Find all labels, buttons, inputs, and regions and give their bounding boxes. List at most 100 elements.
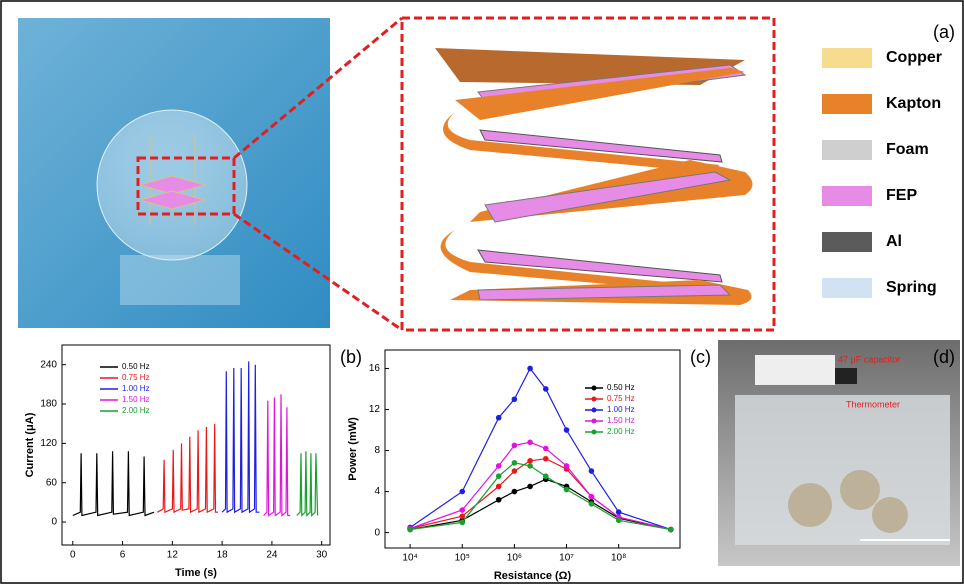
legend-label: Al (886, 233, 902, 250)
data-point (512, 396, 518, 402)
splash (120, 255, 240, 305)
legend-swatch (822, 48, 872, 68)
y-tick-label: 0 (51, 517, 57, 528)
page: CopperKaptonFoamFEPAlSpring (a) (b) (c) … (0, 0, 964, 584)
x-axis-label: Time (s) (175, 567, 217, 579)
y-tick-label: 4 (374, 486, 380, 497)
legend-label: Copper (886, 49, 942, 66)
data-point (564, 487, 570, 493)
y-tick-label: 8 (374, 445, 380, 456)
x-tick-label: 10⁵ (455, 553, 470, 564)
x-tick-label: 24 (266, 550, 278, 561)
data-point (543, 446, 549, 452)
panel-label: (a) (933, 22, 955, 42)
legend-label: FEP (886, 187, 917, 204)
legend-label: Spring (886, 279, 937, 296)
water-tank (735, 395, 950, 545)
data-point (512, 468, 518, 474)
legend-label: 1.00 Hz (122, 384, 150, 393)
data-point (589, 501, 595, 507)
data-point (512, 443, 518, 449)
data-point (527, 463, 533, 469)
y-tick-label: 180 (40, 399, 57, 410)
legend-swatch (822, 94, 872, 114)
data-point (589, 468, 595, 474)
layered-structure (435, 48, 753, 305)
legend-label: 1.50 Hz (607, 416, 635, 425)
y-tick-label: 60 (46, 477, 58, 488)
legend-label: 2.00 Hz (607, 427, 635, 436)
data-point (543, 473, 549, 479)
legend-swatch (822, 278, 872, 298)
y-tick-label: 16 (369, 363, 381, 374)
series-line (297, 451, 318, 515)
y-tick-label: 0 (374, 527, 380, 538)
legend-swatch (822, 186, 872, 206)
y-axis-label: Current (μA) (24, 412, 36, 477)
data-point (496, 463, 502, 469)
data-point (564, 463, 570, 469)
material-legend: Copper Kapton Foam FEP Al Spring (822, 48, 942, 298)
data-point (496, 484, 502, 490)
series-line (73, 451, 154, 515)
data-point (527, 366, 533, 372)
panel-label: (d) (933, 347, 955, 367)
data-point (496, 497, 502, 503)
panel-label: (c) (690, 347, 711, 367)
legend-label: Kapton (886, 95, 941, 112)
legend-label: Foam (886, 141, 929, 158)
legend-label: 0.50 Hz (122, 362, 150, 371)
photo-annotation: Thermometer (846, 399, 900, 409)
legend-marker (592, 386, 597, 391)
sphere (788, 483, 832, 527)
y-tick-label: 120 (40, 438, 57, 449)
thermometer-device (835, 368, 857, 384)
data-point (512, 489, 518, 495)
data-point (496, 473, 502, 479)
panel-label: (b) (340, 347, 362, 367)
data-point (527, 458, 533, 464)
legend-label: 0.75 Hz (607, 394, 635, 403)
x-tick-label: 18 (217, 550, 229, 561)
legend-swatch (822, 140, 872, 160)
legend-marker (592, 397, 597, 402)
sphere (840, 470, 880, 510)
series-line (264, 394, 291, 515)
y-axis-label: Power (mW) (347, 417, 359, 481)
legend-marker (592, 408, 597, 413)
data-point (407, 527, 413, 533)
legend-label: 0.50 Hz (607, 383, 635, 392)
legend-label: 2.00 Hz (122, 406, 150, 415)
breadboard (755, 355, 835, 385)
data-point (616, 518, 622, 524)
x-axis-label: Resistance (Ω) (494, 570, 572, 582)
data-point (512, 460, 518, 466)
figure: CopperKaptonFoamFEPAlSpring (a) (b) (c) … (0, 0, 964, 584)
legend-swatch (822, 232, 872, 252)
photo-annotation: 47 μF capacitor (838, 354, 900, 364)
series-line (222, 361, 259, 512)
x-tick-label: 30 (316, 550, 328, 561)
x-tick-label: 10⁶ (507, 553, 522, 564)
data-point (527, 440, 533, 446)
x-tick-label: 10⁴ (402, 553, 417, 564)
series-line (410, 459, 671, 530)
data-point (564, 427, 570, 433)
series-line (157, 424, 218, 513)
legend-marker (592, 419, 597, 424)
x-tick-label: 0 (70, 550, 76, 561)
data-point (589, 494, 595, 500)
y-tick-label: 12 (369, 404, 381, 415)
legend-marker (592, 430, 597, 435)
legend-label: 1.50 Hz (122, 395, 150, 404)
sphere (872, 497, 908, 533)
data-point (543, 456, 549, 462)
legend-label: 1.00 Hz (607, 405, 635, 414)
legend-label: 0.75 Hz (122, 373, 150, 382)
x-tick-label: 12 (167, 550, 179, 561)
y-tick-label: 240 (40, 359, 57, 370)
data-point (459, 513, 465, 519)
x-tick-label: 6 (120, 550, 126, 561)
x-tick-label: 10⁷ (559, 553, 574, 564)
data-point (496, 415, 502, 421)
